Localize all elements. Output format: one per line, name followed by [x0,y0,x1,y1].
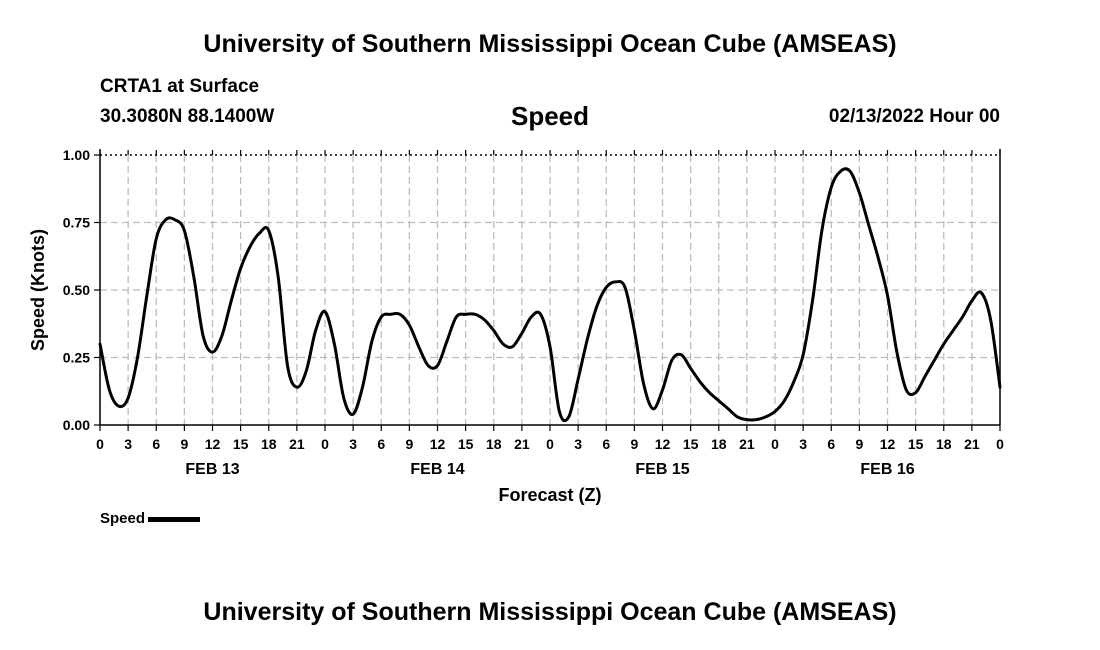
x-tick-label: 3 [799,436,807,452]
x-tick-label: 21 [739,436,755,452]
x-tick-label: 18 [486,436,502,452]
day-label: FEB 15 [635,461,689,478]
x-tick-label: 21 [514,436,530,452]
x-tick-label: 21 [964,436,980,452]
day-label: FEB 14 [410,461,464,478]
x-tick-label: 3 [349,436,357,452]
x-tick-label: 12 [205,436,221,452]
legend: Speed [100,510,201,527]
station-coordinates: 30.3080N 88.1400W [100,106,275,127]
y-tick-label: 0.25 [63,350,90,366]
x-tick-label: 15 [233,436,249,452]
x-tick-label: 0 [321,436,329,452]
y-tick-label: 0.00 [63,417,90,433]
x-tick-label: 6 [602,436,610,452]
x-tick-label: 18 [711,436,727,452]
footer-title: University of Southern Mississippi Ocean… [203,598,897,626]
plot-title: Speed [510,101,590,131]
x-tick-label: 0 [771,436,779,452]
x-tick-label: 12 [655,436,671,452]
x-tick-label: 3 [574,436,582,452]
x-tick-label: 15 [458,436,474,452]
main-title: University of Southern Mississippi Ocean… [203,30,897,58]
x-tick-label: 6 [377,436,385,452]
x-tick-label: 0 [546,436,554,452]
x-tick-label: 6 [152,436,160,452]
series-line-speed [98,167,1002,423]
y-axis-label: Speed (Knots) [28,229,48,351]
x-tick-label: 9 [630,436,638,452]
y-tick-label: 1.00 [63,147,90,163]
x-tick-label: 3 [124,436,132,452]
x-tick-label: 0 [96,436,104,452]
x-tick-label: 15 [683,436,699,452]
day-label: FEB 13 [185,461,239,478]
x-tick-label: 18 [261,436,277,452]
x-tick-label: 9 [405,436,413,452]
forecast-timestamp: 02/13/2022 Hour 00 [828,106,1000,127]
x-tick-label: 18 [936,436,952,452]
y-tick-label: 0.75 [63,215,90,231]
x-tick-label: 9 [180,436,188,452]
x-tick-label: 0 [996,436,1004,452]
legend-line-swatch [148,517,201,522]
station-name: CRTA1 at Surface [100,76,260,97]
y-tick-label: 0.50 [63,282,90,298]
x-tick-label: 21 [289,436,305,452]
legend-label: Speed [100,510,146,527]
x-tick-label: 6 [827,436,835,452]
day-label: FEB 16 [860,461,914,478]
x-tick-label: 9 [855,436,863,452]
x-tick-label: 15 [908,436,924,452]
x-tick-label: 12 [880,436,896,452]
x-axis-label: Forecast (Z) [498,485,601,505]
x-tick-label: 12 [430,436,446,452]
